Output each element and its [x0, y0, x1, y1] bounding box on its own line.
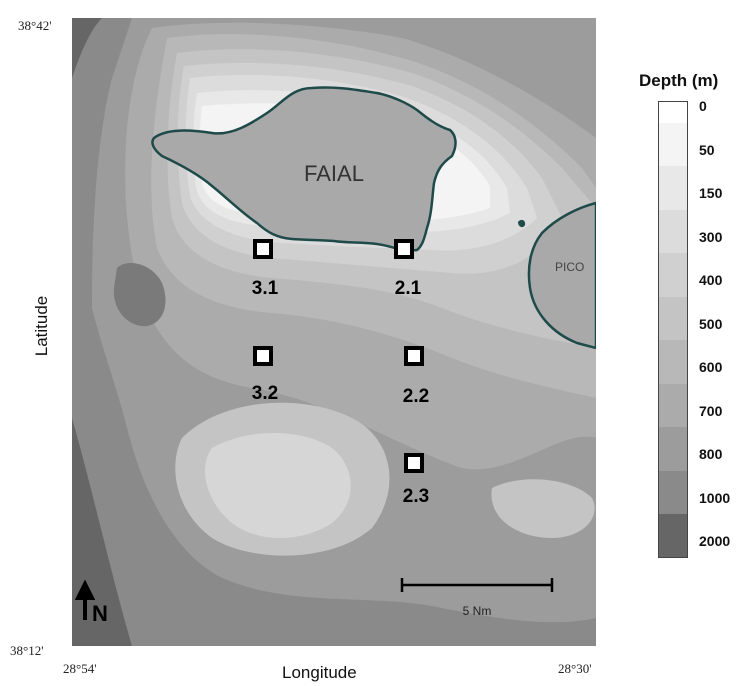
legend-label: 1000 [699, 489, 731, 506]
station-label: 3.1 [252, 278, 279, 299]
legend-swatch [658, 383, 688, 428]
legend-label: 800 [699, 446, 723, 462]
lat-bottom-label: 38°12' [10, 643, 44, 658]
faial-island [151, 86, 457, 252]
north-label: N [92, 601, 108, 626]
station-label: 2.3 [403, 486, 429, 507]
legend-swatch [658, 122, 688, 167]
station-label: 2.2 [403, 386, 429, 407]
plateau-south-inner [204, 433, 351, 538]
legend-label: 300 [699, 228, 723, 245]
deep-patch-west [113, 263, 166, 327]
legend-swatch [658, 296, 688, 341]
legend-swatch [658, 101, 688, 123]
legend-label: 0 [699, 98, 707, 114]
station-3-2[interactable]: 3.2 [252, 346, 278, 404]
legend-label: 400 [699, 272, 723, 288]
legend-label: 500 [699, 315, 723, 332]
faial-label: FAIAL [304, 161, 364, 186]
station-label: 3.2 [252, 383, 278, 404]
legend-swatch [658, 253, 688, 297]
legend-swatch [658, 470, 688, 515]
scale-label: 5 Nm [463, 604, 492, 618]
station-label: 2.1 [395, 278, 422, 299]
lon-left-label: 28°54' [63, 661, 97, 676]
plateau-southeast [491, 479, 595, 538]
legend-swatch [658, 166, 688, 210]
north-arrow: N [74, 579, 108, 626]
legend-label: 2000 [699, 533, 731, 549]
y-axis-label: Latitude [32, 295, 51, 357]
legend-swatch [658, 514, 688, 558]
legend-label: 600 [699, 359, 723, 375]
legend-label: 50 [699, 141, 715, 158]
scale-bar: 5 Nm [400, 578, 554, 618]
legend-swatch [658, 340, 688, 384]
lat-top-label: 38°42' [18, 18, 52, 33]
legend-label: 150 [699, 185, 723, 201]
lon-right-label: 28°30' [558, 661, 592, 676]
legend-swatch [658, 209, 688, 254]
north-arrow-icon [74, 579, 96, 620]
legend-title: Depth (m) [639, 71, 719, 90]
islet [518, 219, 526, 228]
station-2-2[interactable]: 2.2 [403, 346, 429, 407]
station-2-1[interactable]: 2.1 [394, 239, 422, 299]
station-3-1[interactable]: 3.1 [252, 239, 279, 299]
pico-label: PICO [555, 260, 584, 274]
x-axis-label: Longitude [282, 663, 357, 682]
legend-swatch [658, 427, 688, 471]
bathymetry-map: FAIAL PICO 3.1 2.1 3.2 2.2 2.3 N [72, 18, 596, 646]
legend-label: 700 [699, 402, 723, 419]
pico-island [527, 201, 596, 350]
station-2-3[interactable]: 2.3 [403, 453, 429, 507]
